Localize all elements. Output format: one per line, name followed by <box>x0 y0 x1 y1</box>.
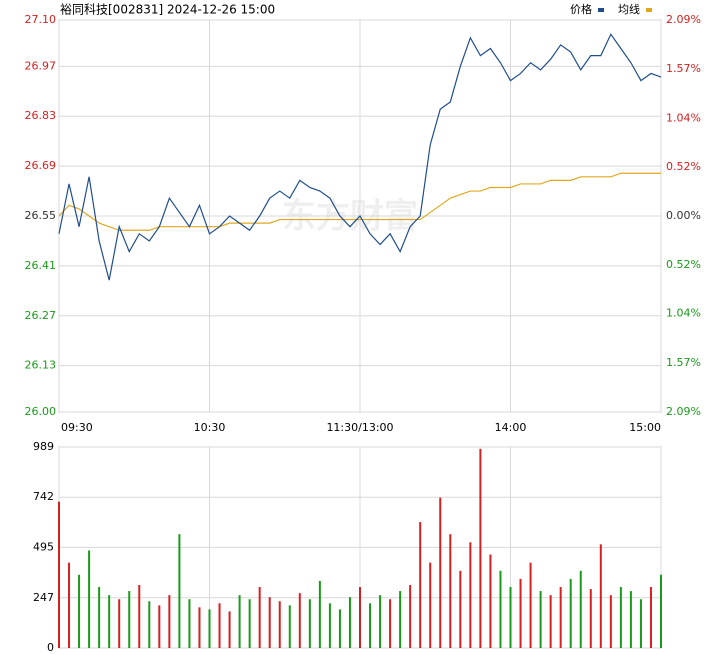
volume-bar <box>629 591 632 648</box>
volume-bar <box>158 605 161 648</box>
volume-bar <box>308 599 311 648</box>
volume-bar <box>258 587 261 648</box>
volume-bar <box>429 562 432 648</box>
volume-bar <box>599 544 602 648</box>
volume-bar <box>138 584 141 648</box>
volume-bar <box>338 609 341 648</box>
volume-bar <box>419 521 422 648</box>
volume-bar <box>369 603 372 648</box>
volume-bar <box>248 599 251 648</box>
y2-tick-label: 2.09% <box>666 13 701 26</box>
volume-bar <box>619 587 622 648</box>
volume-bar <box>609 595 612 648</box>
legend-label: 均线 <box>618 2 640 16</box>
volume-bar <box>409 584 412 648</box>
volume-bar <box>208 609 211 648</box>
y-tick-label: 989 <box>33 440 54 453</box>
volume-bar <box>198 607 201 648</box>
volume-bar <box>459 570 462 648</box>
volume-bar <box>539 591 542 648</box>
legend-label: 价格 <box>570 2 592 16</box>
volume-bar <box>68 562 71 648</box>
volume-bar <box>298 593 301 648</box>
volume-bar <box>399 591 402 648</box>
y2-tick-label: 1.04% <box>666 307 701 320</box>
volume-bar <box>328 603 331 648</box>
y-tick-label: 26.69 <box>25 159 57 172</box>
volume-bar <box>439 497 442 648</box>
volume-bar <box>359 587 361 648</box>
volume-bar <box>660 574 662 648</box>
volume-bar <box>268 597 271 648</box>
volume-bar <box>278 601 281 648</box>
y2-tick-label: 2.09% <box>666 405 701 418</box>
volume-bar <box>649 587 652 648</box>
y-tick-label: 26.83 <box>25 109 57 122</box>
volume-bar <box>58 501 60 648</box>
volume-bar <box>228 611 231 648</box>
volume-bar <box>559 587 562 648</box>
x-tick-label: 14:00 <box>495 421 527 434</box>
volume-bar <box>569 578 572 648</box>
x-tick-label: 09:30 <box>61 421 93 434</box>
volume-bar <box>389 599 392 648</box>
volume-bar <box>318 580 321 648</box>
volume-bar <box>188 599 191 648</box>
y-tick-label: 26.41 <box>25 259 57 272</box>
volume-bar <box>579 570 582 648</box>
y-tick-label: 26.97 <box>25 59 57 72</box>
volume-bar <box>288 605 291 648</box>
volume-bar <box>88 550 91 648</box>
volume-bar <box>479 448 482 648</box>
volume-bar <box>489 554 492 648</box>
volume-bar <box>78 574 81 648</box>
legend-swatch <box>598 8 604 12</box>
volume-bar <box>449 534 452 648</box>
y-tick-label: 742 <box>33 490 54 503</box>
y-tick-label: 27.10 <box>25 13 57 26</box>
volume-bar <box>549 595 552 648</box>
volume-bar <box>379 595 382 648</box>
volume-bar <box>509 587 512 648</box>
volume-bar <box>168 595 171 648</box>
volume-bar <box>529 562 532 648</box>
x-tick-label: 11:30/13:00 <box>326 421 393 434</box>
volume-bar <box>128 591 131 648</box>
volume-bar <box>118 599 121 648</box>
y-tick-label: 26.55 <box>25 209 57 222</box>
volume-bar <box>499 570 502 648</box>
y2-tick-label: 0.52% <box>666 258 701 271</box>
volume-bar <box>218 603 221 648</box>
y-tick-label: 247 <box>33 591 54 604</box>
volume-bar <box>98 587 101 648</box>
x-tick-label: 10:30 <box>194 421 226 434</box>
y2-tick-label: 1.57% <box>666 62 701 75</box>
legend-swatch <box>646 8 652 12</box>
volume-bar <box>639 599 642 648</box>
volume-bar <box>178 534 181 648</box>
volume-bar <box>108 595 111 648</box>
x-tick-label: 15:00 <box>629 421 661 434</box>
volume-bar <box>148 601 151 648</box>
volume-bar <box>589 589 592 648</box>
volume-bar <box>238 595 241 648</box>
y2-tick-label: 0.52% <box>666 160 701 173</box>
volume-bar <box>348 597 351 648</box>
y-tick-label: 495 <box>33 540 54 553</box>
y-tick-label: 26.00 <box>25 405 57 418</box>
y-tick-label: 26.27 <box>25 309 57 322</box>
y2-tick-label: 1.57% <box>666 356 701 369</box>
volume-bar <box>469 542 472 648</box>
chart-title: 裕同科技[002831] 2024-12-26 15:00 <box>60 2 275 17</box>
y2-tick-label: 0.00% <box>666 209 701 222</box>
y2-tick-label: 1.04% <box>666 111 701 124</box>
y-tick-label: 26.13 <box>25 359 57 372</box>
price-line <box>58 33 662 281</box>
volume-bar <box>519 578 522 648</box>
y-tick-label: 0 <box>47 641 54 654</box>
